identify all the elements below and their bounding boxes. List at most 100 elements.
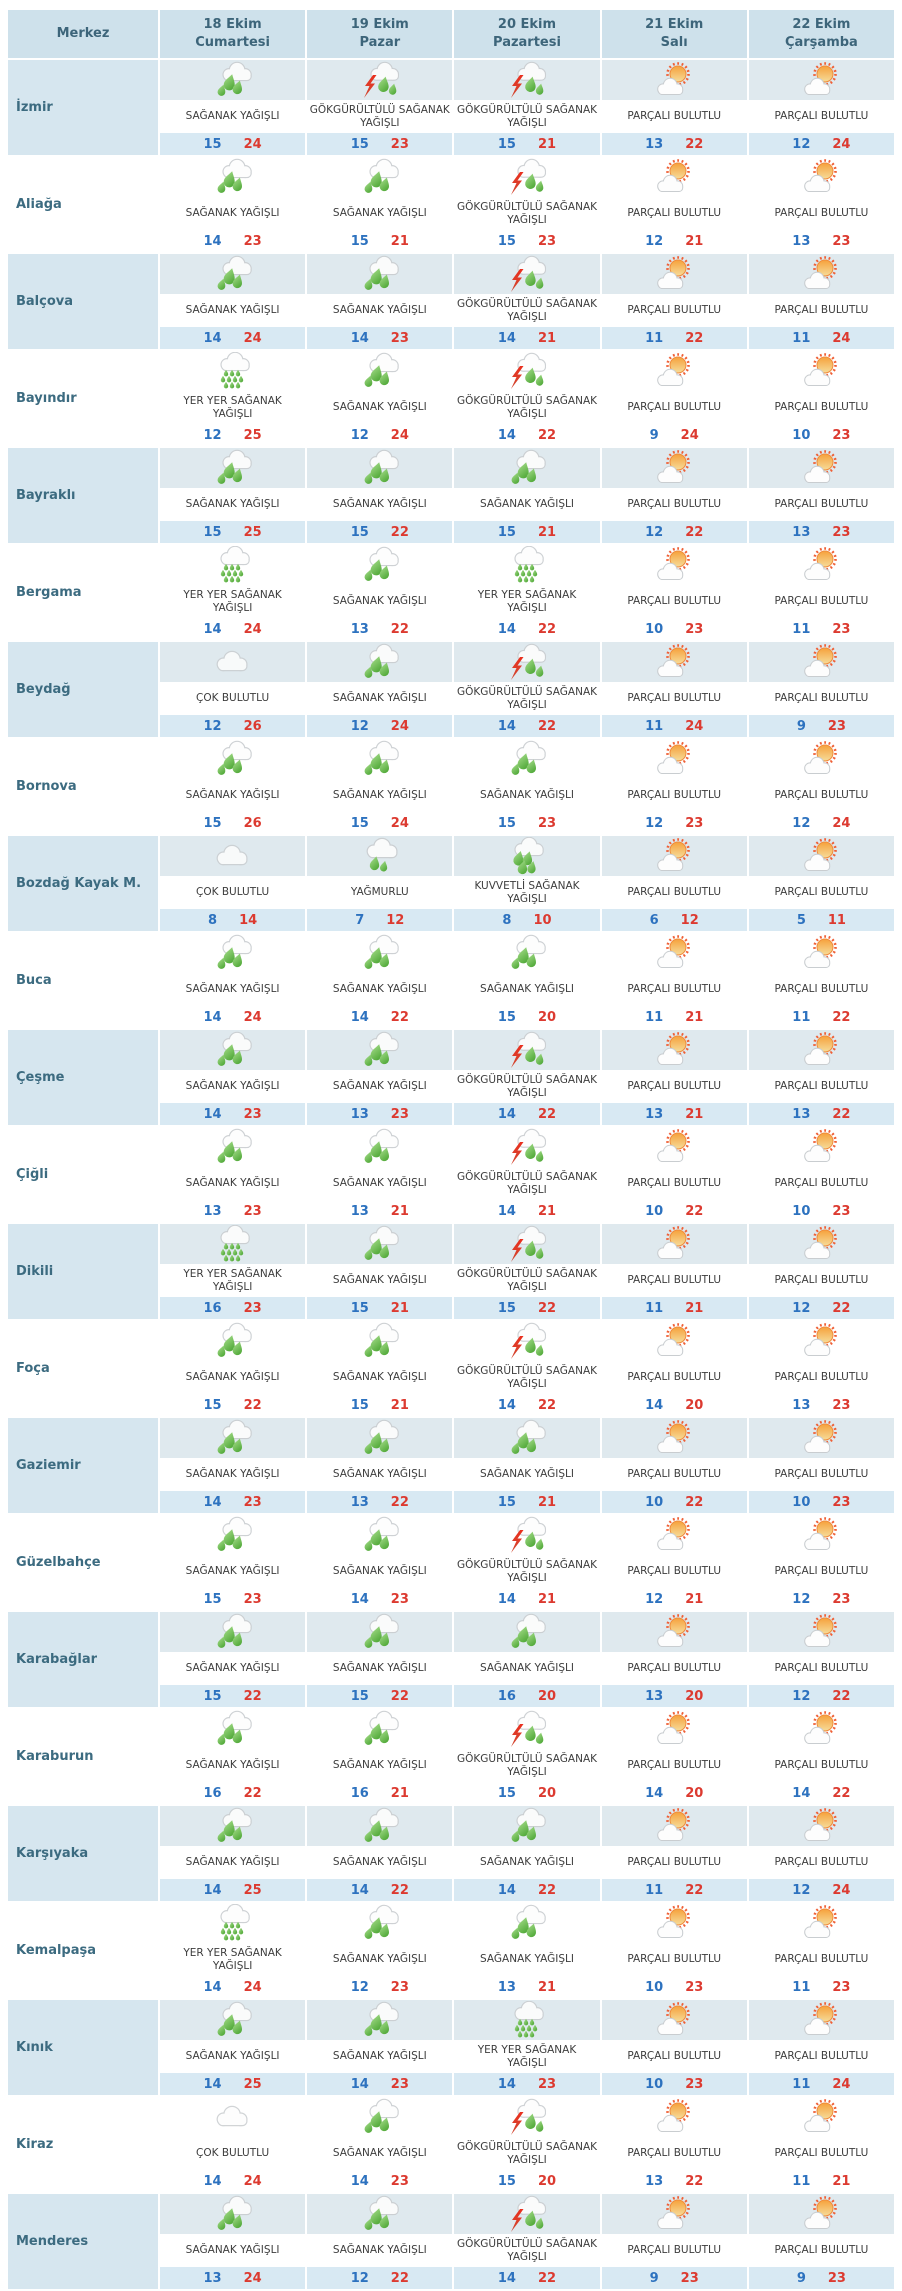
temperature-band: 13 22 [307, 618, 453, 640]
max-temp: 26 [243, 815, 262, 831]
min-temp: 11 [792, 2173, 811, 2189]
table-row: Aliağa SAĞANAK YAĞIŞLI 14 23 SAĞANAK YAĞIŞLI… [8, 157, 894, 252]
forecast-cell: PARÇALI BULUTLU 10 23 [748, 1127, 894, 1222]
condition-band: PARÇALI BULUTLU [601, 781, 747, 810]
forecast-cell: SAĞANAK YAĞIŞLI 15 24 [307, 739, 453, 834]
temperature-band: 11 22 [601, 327, 747, 349]
icon-band [160, 1224, 306, 1264]
icon-band [748, 1806, 894, 1846]
temperature-band: 15 21 [307, 230, 453, 252]
temperature-band: 14 21 [454, 327, 600, 349]
forecast-cell: SAĞANAK YAĞIŞLI 14 24 [160, 254, 306, 349]
temperature-band: 6 12 [601, 909, 747, 931]
min-temp: 13 [792, 1397, 811, 1413]
condition-label: PARÇALI BULUTLU [627, 692, 722, 705]
max-temp: 22 [537, 1106, 557, 1122]
condition-label: PARÇALI BULUTLU [627, 1080, 722, 1093]
condition-label: SAĞANAK YAĞIŞLI [185, 983, 280, 996]
scattered-showers-icon [210, 546, 256, 584]
max-temp: 21 [685, 1009, 704, 1025]
thunder-showers-icon [504, 352, 550, 390]
forecast-cell: PARÇALI BULUTLU 10 23 [748, 1418, 894, 1513]
icon-band [748, 739, 894, 779]
forecast-cell: SAĞANAK YAĞIŞLI 15 22 [307, 448, 453, 543]
min-temp: 12 [645, 1591, 664, 1607]
condition-label: SAĞANAK YAĞIŞLI [185, 2050, 280, 2063]
forecast-cell: GÖKGÜRÜLTÜLÜ SAĞANAK YAĞIŞLI 14 22 [454, 642, 600, 737]
condition-band: GÖKGÜRÜLTÜLÜ SAĞANAK YAĞIŞLI [307, 102, 453, 131]
max-temp: 24 [390, 427, 409, 443]
showers-icon [210, 1031, 256, 1069]
condition-band: PARÇALI BULUTLU [748, 490, 894, 519]
min-temp: 11 [645, 330, 664, 346]
condition-label: SAĞANAK YAĞIŞLI [332, 304, 427, 317]
icon-band [748, 1515, 894, 1555]
header-day-0: 18 Ekim Cumartesi [160, 10, 306, 58]
condition-band: SAĞANAK YAĞIŞLI [160, 1848, 306, 1877]
forecast-cell: PARÇALI BULUTLU 10 23 [748, 351, 894, 446]
max-temp: 25 [243, 524, 262, 540]
condition-label: PARÇALI BULUTLU [627, 1177, 722, 1190]
max-temp: 20 [537, 1688, 557, 1704]
condition-band: PARÇALI BULUTLU [748, 781, 894, 810]
thunder-showers-icon [504, 1031, 550, 1069]
condition-band: YER YER SAĞANAK YAĞIŞLI [454, 587, 600, 616]
max-temp: 25 [243, 427, 262, 443]
thunder-showers-icon [504, 643, 550, 681]
table-row: Balçova SAĞANAK YAĞIŞLI 14 24 SAĞANAK YAĞIŞL… [8, 254, 894, 349]
header-day-2: 20 Ekim Pazartesi [454, 10, 600, 58]
icon-band [307, 1224, 453, 1264]
forecast-cell: PARÇALI BULUTLU 11 21 [748, 2097, 894, 2192]
min-temp: 15 [497, 1494, 516, 1510]
max-temp: 23 [685, 2076, 704, 2092]
district-name: Çeşme [8, 1030, 158, 1125]
max-temp: 23 [827, 2270, 846, 2286]
icon-band [748, 1418, 894, 1458]
icon-band [601, 448, 747, 488]
forecast-cell: SAĞANAK YAĞIŞLI 15 22 [307, 1612, 453, 1707]
temperature-band: 14 23 [454, 2073, 600, 2095]
min-temp: 14 [350, 330, 369, 346]
condition-band: SAĞANAK YAĞIŞLI [307, 975, 453, 1004]
condition-label: PARÇALI BULUTLU [627, 2147, 722, 2160]
min-temp: 11 [645, 718, 664, 734]
showers-icon [357, 934, 403, 972]
min-temp: 7 [355, 912, 365, 928]
condition-band: PARÇALI BULUTLU [601, 1169, 747, 1198]
district-name: Gaziemir [8, 1418, 158, 1513]
icon-band [454, 1806, 600, 1846]
icon-band [601, 545, 747, 585]
max-temp: 22 [685, 1203, 704, 1219]
icon-band [160, 545, 306, 585]
min-temp: 13 [645, 1106, 664, 1122]
forecast-cell: PARÇALI BULUTLU 11 21 [601, 933, 747, 1028]
min-temp: 14 [203, 1009, 222, 1025]
max-temp: 23 [243, 1203, 262, 1219]
min-temp: 14 [497, 2270, 516, 2286]
temperature-band: 15 23 [160, 1588, 306, 1610]
min-temp: 11 [792, 330, 811, 346]
table-header: Merkez 18 Ekim Cumartesi 19 Ekim Pazar 2… [8, 10, 894, 58]
min-temp: 13 [203, 1203, 222, 1219]
condition-label: PARÇALI BULUTLU [774, 1468, 869, 1481]
max-temp: 23 [537, 233, 557, 249]
max-temp: 22 [390, 1009, 409, 1025]
icon-band [601, 1515, 747, 1555]
icon-band [454, 157, 600, 197]
temperature-band: 15 24 [160, 133, 306, 155]
temperature-band: 14 24 [160, 2170, 306, 2192]
icon-band [307, 545, 453, 585]
temperature-band: 12 21 [601, 1588, 747, 1610]
partly-cloudy-icon [798, 2195, 844, 2233]
forecast-cell: GÖKGÜRÜLTÜLÜ SAĞANAK YAĞIŞLI 14 22 [454, 1321, 600, 1416]
condition-label: PARÇALI BULUTLU [774, 1662, 869, 1675]
min-temp: 13 [350, 621, 369, 637]
temperature-band: 13 23 [748, 521, 894, 543]
condition-label: SAĞANAK YAĞIŞLI [185, 1856, 280, 1869]
condition-band: SAĞANAK YAĞIŞLI [307, 490, 453, 519]
partly-cloudy-icon [798, 740, 844, 778]
showers-icon [210, 1613, 256, 1651]
condition-band: SAĞANAK YAĞIŞLI [454, 1945, 600, 1974]
condition-label: KUVVETLİ SAĞANAK YAĞIŞLI [474, 880, 580, 905]
condition-label: GÖKGÜRÜLTÜLÜ SAĞANAK YAĞIŞLI [456, 104, 598, 129]
